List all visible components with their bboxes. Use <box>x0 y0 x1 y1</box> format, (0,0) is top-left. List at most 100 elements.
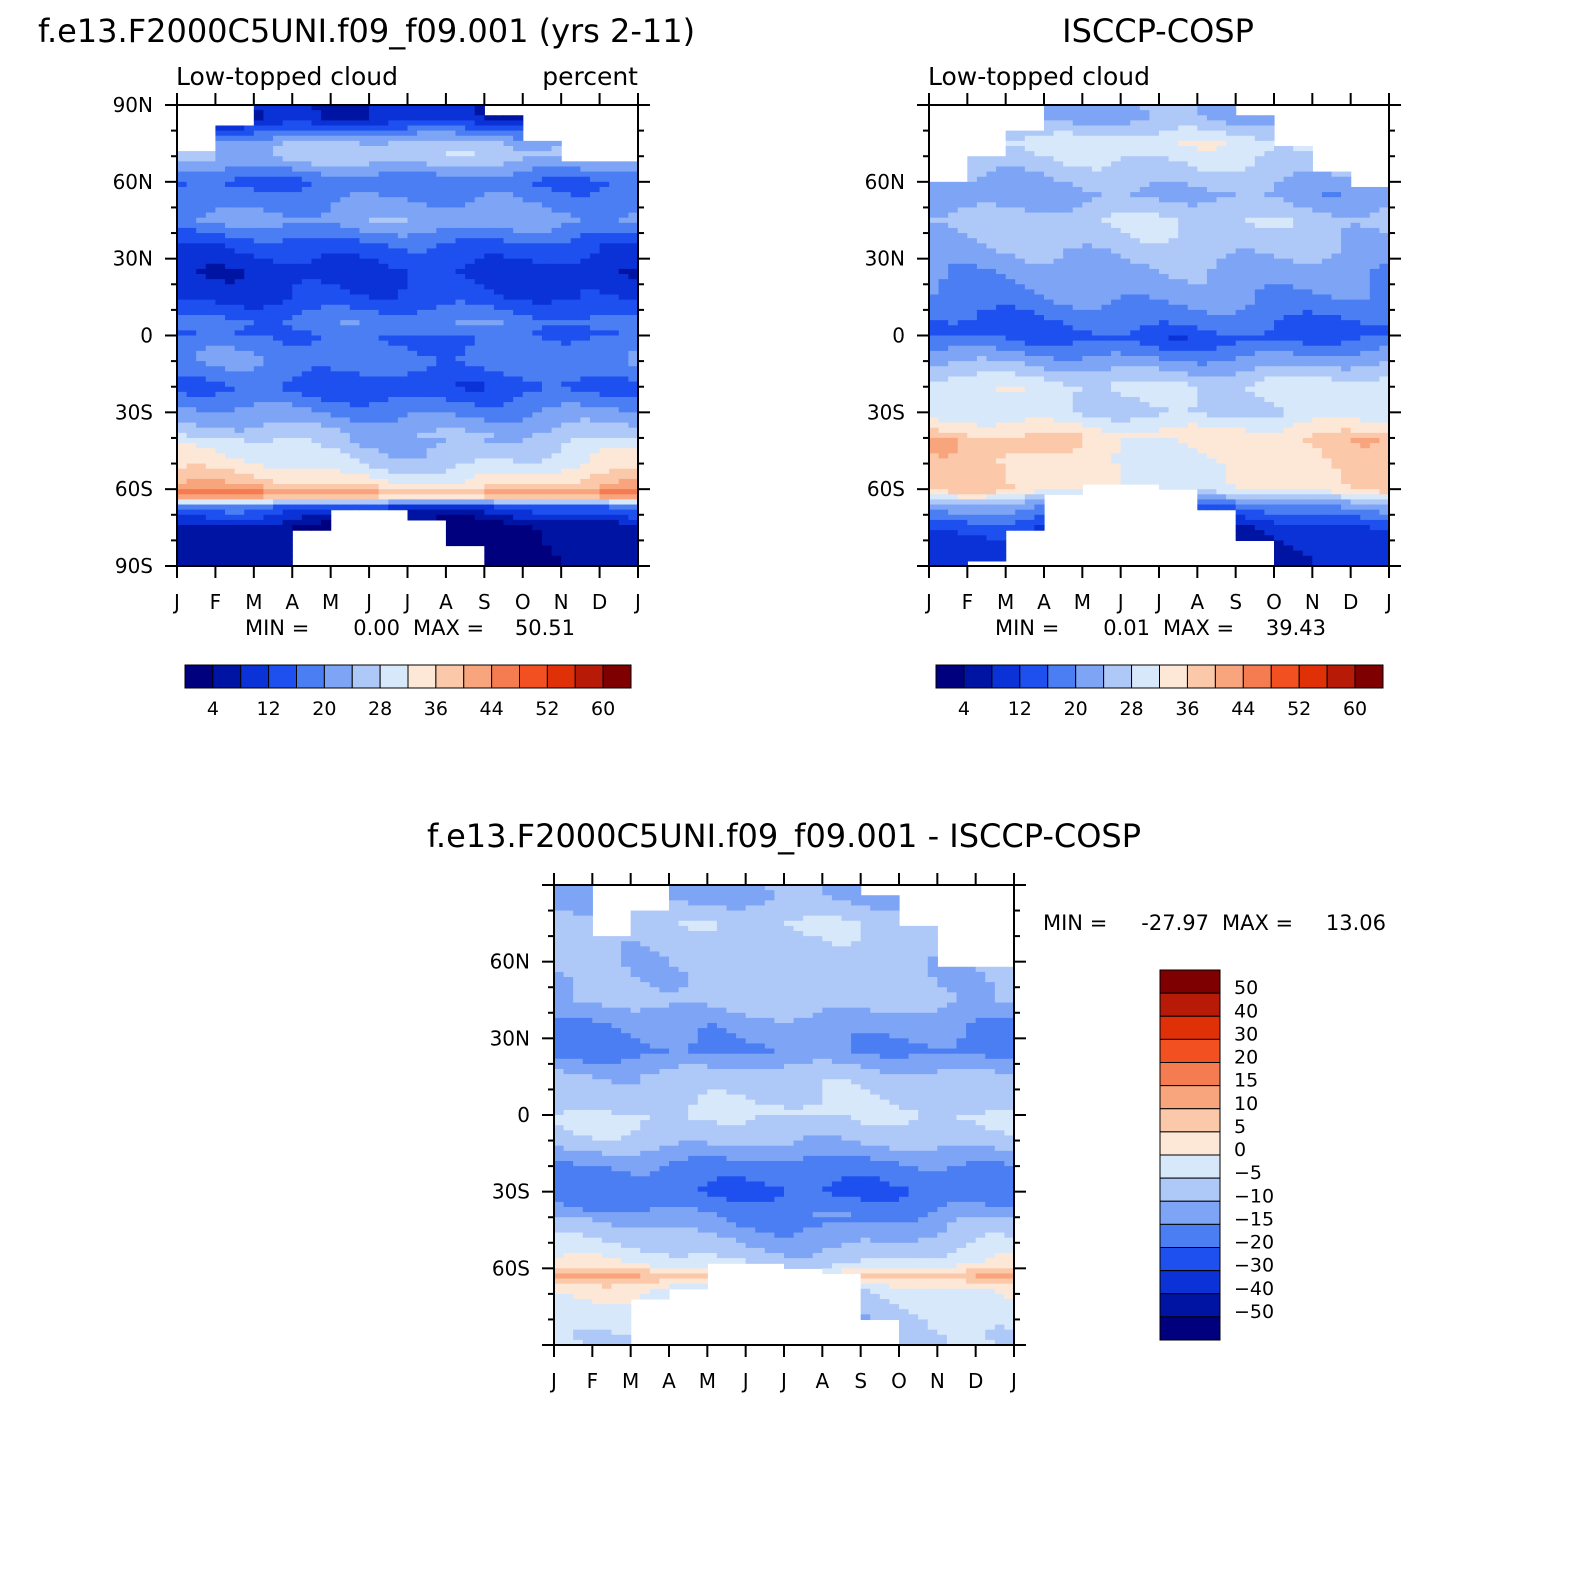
model-field-cell <box>177 371 188 378</box>
obs-field-cell <box>948 376 959 383</box>
obs-field-cell <box>986 289 997 296</box>
model-field-cell <box>541 355 553 362</box>
model-field-cell <box>484 504 495 511</box>
model-field-cell <box>330 315 341 321</box>
model-field-cell <box>570 248 581 255</box>
obs-field-cell <box>967 181 978 188</box>
obs-field-cell <box>1005 248 1016 255</box>
model-field-cell <box>618 391 629 398</box>
model-field-cell <box>513 407 524 413</box>
model-field-cell <box>330 268 341 275</box>
model-field-cell <box>263 396 274 403</box>
model-field-cell <box>561 263 572 270</box>
obs-field-cell <box>1015 391 1026 398</box>
model-field-cell <box>196 207 207 214</box>
model-field-cell <box>196 238 207 244</box>
obs-field-cell <box>976 279 988 285</box>
model-field-cell <box>503 263 514 270</box>
model-field-cell <box>225 166 236 173</box>
model-field-cell <box>273 463 284 470</box>
obs-field-cell <box>986 212 997 219</box>
model-field-cell <box>292 304 303 311</box>
model-field-cell <box>541 437 553 444</box>
obs-field-cell <box>976 161 988 168</box>
model-field-cell <box>177 325 188 331</box>
model-field-cell <box>196 315 207 321</box>
model-field-cell <box>570 207 581 214</box>
model-field-cell <box>532 212 543 219</box>
model-field-cell <box>282 202 293 209</box>
model-field-cell <box>244 540 255 547</box>
model-field-cell <box>359 494 370 501</box>
model-field-cell <box>532 432 543 439</box>
model-field-cell <box>292 478 303 485</box>
model-field-cell <box>244 514 255 521</box>
model-field-cell <box>340 125 351 132</box>
obs-field-cell <box>1034 176 1045 183</box>
model-field-cell <box>503 268 514 275</box>
model-field-cell <box>292 274 303 280</box>
model-field-cell <box>532 192 543 198</box>
model-field-cell <box>407 381 418 388</box>
obs-field-cell <box>1034 227 1045 234</box>
obs-field-cell <box>1005 166 1016 173</box>
model-field-cell <box>349 473 361 480</box>
obs-field-cell <box>976 478 988 485</box>
model-field-cell <box>273 361 284 367</box>
model-field-cell <box>570 391 581 398</box>
model-field-cell <box>532 422 543 429</box>
model-field-cell <box>493 299 505 306</box>
model-field-cell <box>618 207 629 214</box>
model-field-cell <box>561 202 572 209</box>
obs-field-cell <box>929 371 940 378</box>
model-field-cell <box>580 268 591 275</box>
obs-field-cell <box>929 386 940 393</box>
model-field-cell <box>436 509 447 516</box>
model-field-cell <box>589 304 601 311</box>
model-field-cell <box>493 427 505 434</box>
model-field-cell <box>493 161 505 168</box>
model-field-cell <box>177 248 188 255</box>
model-field-cell <box>503 514 514 521</box>
model-field-cell <box>244 504 255 511</box>
model-field-cell <box>215 320 226 326</box>
obs-field-cell <box>929 202 940 209</box>
model-field-cell <box>282 145 293 152</box>
model-field-cell <box>292 248 303 255</box>
model-field-cell <box>273 484 284 490</box>
model-field-cell <box>551 325 562 331</box>
model-field-cell <box>177 340 188 347</box>
model-field-cell <box>407 489 418 495</box>
model-field-cell <box>397 135 409 142</box>
model-field-cell <box>205 212 217 219</box>
model-field-cell <box>484 417 495 424</box>
model-field-cell <box>196 509 207 516</box>
obs-field-cell <box>996 371 1007 378</box>
model-field-cell <box>215 519 226 526</box>
model-field-cell <box>580 525 591 531</box>
obs-field-cell <box>929 299 940 306</box>
obs-field-cell <box>929 391 940 398</box>
model-field-cell <box>474 284 485 290</box>
obs-field-cell <box>1005 473 1016 480</box>
model-field-cell <box>282 478 293 485</box>
model-field-cell <box>609 468 620 475</box>
model-field-cell <box>474 186 485 193</box>
model-field-cell <box>599 294 610 301</box>
model-field-cell <box>177 366 188 372</box>
obs-field-cell <box>957 192 968 198</box>
model-field-cell <box>465 473 476 480</box>
model-field-cell <box>263 212 274 219</box>
model-field-cell <box>580 458 591 465</box>
obs-field-cell <box>1034 355 1045 362</box>
model-field-cell <box>417 494 428 501</box>
obs-field-cell <box>929 279 940 285</box>
model-field-cell <box>349 279 361 285</box>
model-field-cell <box>455 540 466 547</box>
model-field-cell <box>551 432 562 439</box>
obs-field-cell <box>948 519 959 526</box>
model-field-cell <box>225 458 236 465</box>
model-field-cell <box>321 135 332 142</box>
obs-field-cell <box>957 340 968 347</box>
model-field-cell <box>570 299 581 306</box>
